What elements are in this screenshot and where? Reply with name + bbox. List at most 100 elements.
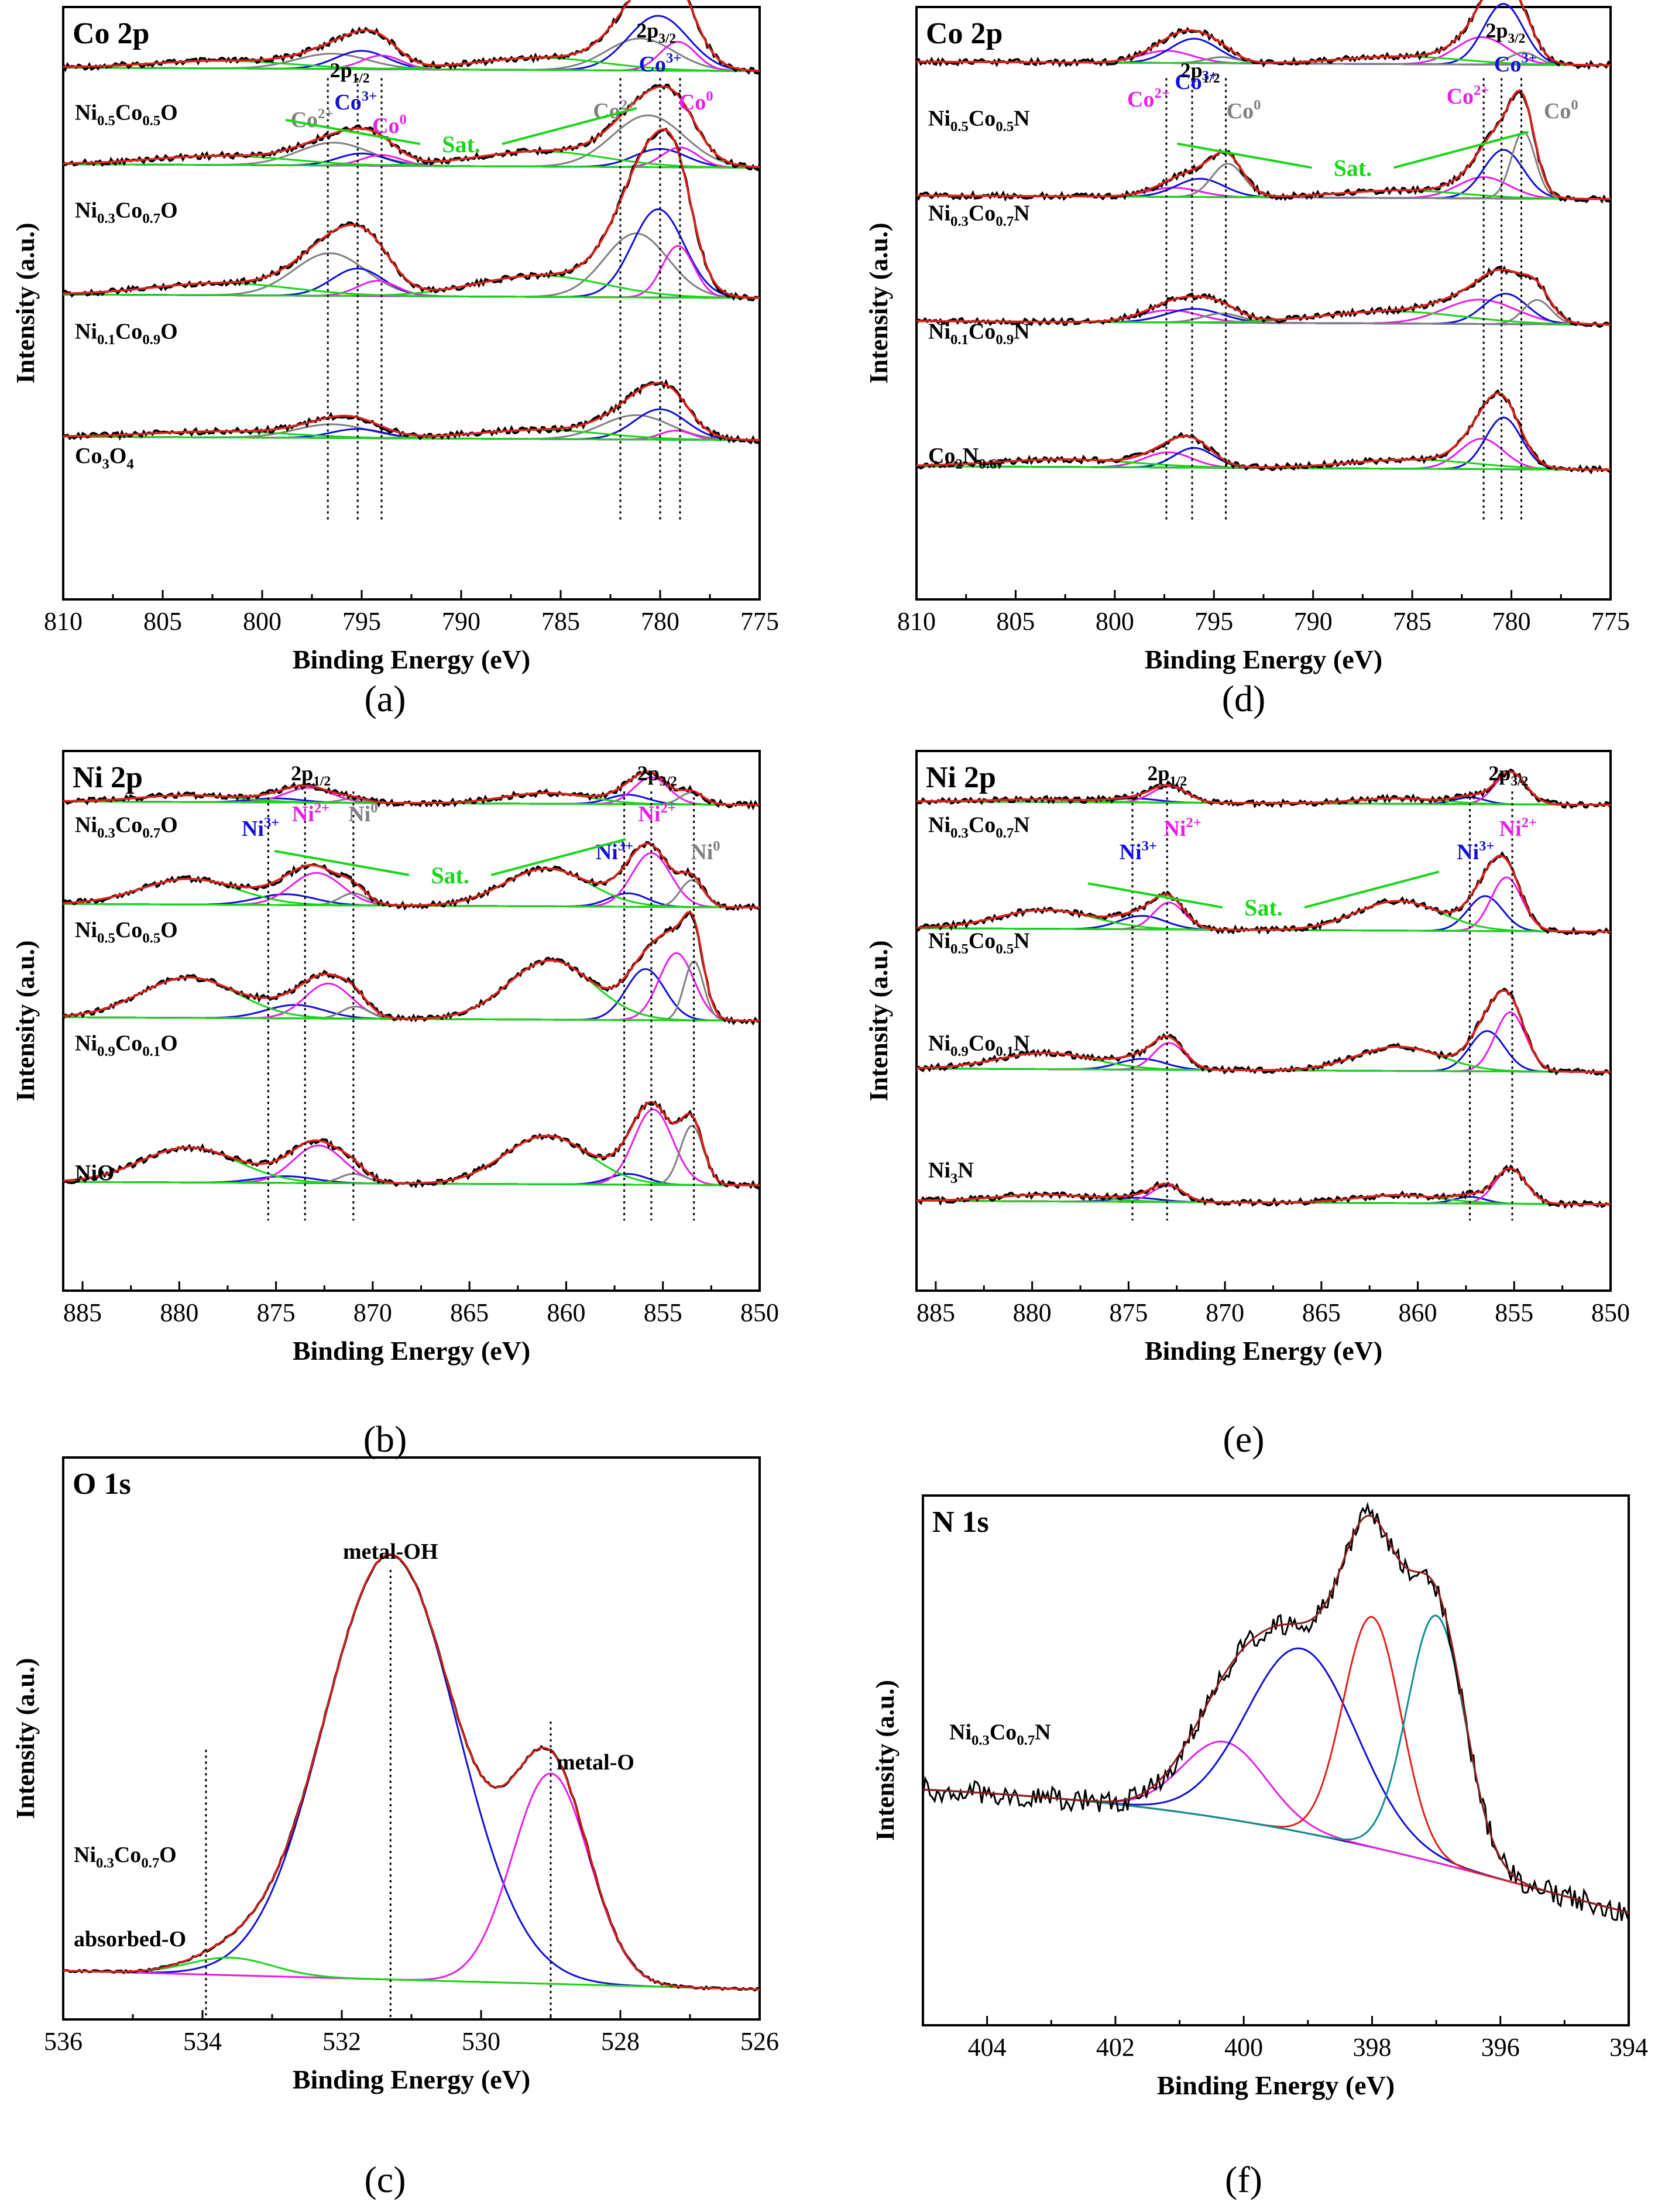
formula-part: Co <box>969 929 995 954</box>
subscript: 0.3 <box>950 825 969 841</box>
formula-part: O <box>159 1843 177 1867</box>
component-superscript: 0 <box>1254 97 1261 113</box>
orbital-subscript: 3/2 <box>658 31 676 46</box>
formula-part: N <box>1014 1031 1029 1056</box>
panel-letter: (e) <box>1223 1418 1264 1460</box>
component-label: Co3+ <box>639 50 682 77</box>
sat-pointer <box>1393 131 1529 169</box>
orbital-base: 2p <box>330 59 352 82</box>
component-label: Co0 <box>372 112 407 138</box>
orbital-base: 2p <box>1488 762 1510 785</box>
background-line <box>922 1788 1629 1913</box>
sample-label: Ni0.3Co0.7O <box>75 812 178 841</box>
formula-part: Ni <box>75 1031 97 1056</box>
x-tick-label: 850 <box>1591 1298 1630 1327</box>
component-peak <box>916 416 1611 471</box>
chart-panel-d: 810 805 800 795 790 785 780 775 Binding Energy (… <box>864 0 1630 674</box>
envelope-fit <box>922 1514 1629 1913</box>
component-peak <box>922 1616 1629 1913</box>
formula-part: Co <box>928 444 955 468</box>
orbital-subscript: 1/2 <box>352 71 370 86</box>
component-label: Co3+ <box>1175 68 1217 94</box>
component-superscript: 3+ <box>1479 838 1494 854</box>
component-superscript: 0 <box>1571 97 1578 113</box>
orbital-label: 2p1/2 <box>291 762 331 789</box>
component-peak <box>63 1553 760 1991</box>
x-tick-label: 865 <box>1302 1298 1341 1327</box>
x-tick-label: 790 <box>1294 607 1333 636</box>
orbital-label: 2p3/2 <box>636 19 676 46</box>
component-label: Co0 <box>1227 97 1261 124</box>
component-label: Ni2+ <box>1163 815 1201 841</box>
component-superscript: 3+ <box>1202 68 1217 84</box>
component-base: Ni <box>691 840 713 865</box>
component-superscript: 3+ <box>1142 838 1157 854</box>
component-superscript: 2+ <box>1522 815 1537 831</box>
chart-panel-e: 885 880 875 870 865 860 855 850 Binding Energy (… <box>864 750 1630 1366</box>
subscript: 0.5 <box>950 119 969 135</box>
component-base: Co <box>1544 99 1571 124</box>
formula-part: NiO <box>75 1161 115 1185</box>
component-peak <box>63 1134 760 1186</box>
component-peak <box>63 1772 760 1991</box>
chart-panel-c: 536 534 532 530 528 526 Binding Energy (eV) Int… <box>11 1456 779 2094</box>
sat-label: Sat. <box>431 862 469 889</box>
formula-part: N <box>1014 201 1029 225</box>
y-axis-title: Intensity (a.u.) <box>871 1680 900 1841</box>
panel-letter: (c) <box>364 2159 406 2200</box>
envelope-fit <box>916 89 1611 200</box>
component-peak <box>63 959 760 1022</box>
sat-pointer <box>1087 882 1223 909</box>
component-label: Ni2+ <box>292 800 329 827</box>
subscript: 0.9 <box>995 332 1014 348</box>
envelope-fit <box>63 842 760 908</box>
component-peak <box>63 150 760 169</box>
chart-panel-a: 810 805 800 795 790 785 780 775 Binding Energy (… <box>11 0 779 674</box>
formula-part: Co <box>969 1031 995 1056</box>
formula-part: O <box>160 100 178 125</box>
y-axis-title: Intensity (a.u.) <box>11 222 40 383</box>
component-base: Ni <box>1163 817 1186 841</box>
component-peak <box>63 968 760 1022</box>
x-tick-label: 800 <box>243 607 281 636</box>
component-superscript: 2+ <box>1186 815 1201 831</box>
formula-part: Ni <box>928 1158 950 1182</box>
axes-frame <box>922 1494 1630 2026</box>
envelope-fit <box>63 1100 760 1186</box>
orbital-label: 2p3/2 <box>1488 762 1528 789</box>
orbital-label: 2p3/2 <box>1485 19 1525 46</box>
component-superscript: 3+ <box>1521 50 1536 66</box>
component-peak <box>63 57 760 72</box>
subscript: 0.5 <box>995 119 1014 135</box>
x-tick-label: 790 <box>442 607 480 636</box>
component-peak <box>63 952 760 1022</box>
orbital-base: 2p <box>1180 59 1203 82</box>
panel-title: Ni 2p <box>73 761 143 794</box>
raw-data-line <box>62 841 761 911</box>
component-label: Ni3+ <box>242 815 279 841</box>
subscript: 0.7 <box>142 825 160 841</box>
x-tick-label: 810 <box>44 607 83 636</box>
envelope-fit <box>916 989 1611 1074</box>
envelope-fit <box>916 770 1611 806</box>
subscript: 0.3 <box>96 1856 114 1871</box>
component-peak <box>922 1614 1629 1913</box>
sample-label: Ni0.9Co0.1O <box>75 1031 178 1060</box>
component-peak <box>916 438 1611 471</box>
component-peak <box>63 245 760 299</box>
panel-title: Co 2p <box>926 17 1003 50</box>
component-peak <box>922 1647 1629 1913</box>
x-tick-label: 805 <box>143 607 182 636</box>
component-label: Co2+ <box>1127 85 1170 112</box>
subscript: 0.1 <box>97 332 115 348</box>
subscript: 0.1 <box>950 332 969 348</box>
panel-title: N 1s <box>932 1505 989 1539</box>
sample-label: Ni0.3Co0.7N <box>949 1720 1051 1748</box>
component-label: Co3+ <box>334 88 377 115</box>
envelope-fit <box>916 855 1611 933</box>
x-tick-label: 885 <box>63 1298 102 1327</box>
subscript: 0.7 <box>995 825 1014 841</box>
orbital-base: 2p <box>636 19 658 42</box>
x-tick-label: 885 <box>916 1298 955 1327</box>
x-tick-label: 870 <box>353 1298 392 1327</box>
